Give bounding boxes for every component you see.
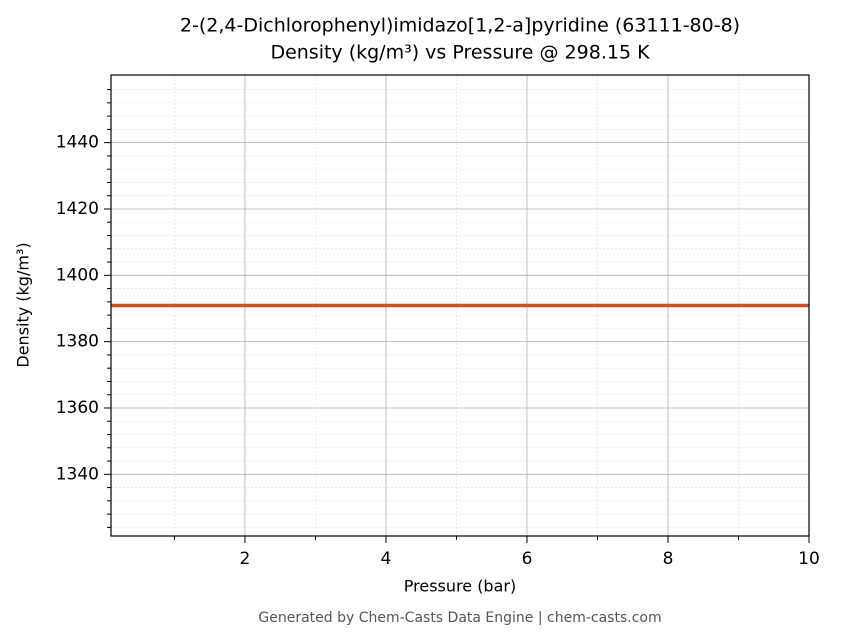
- plot-frame: [110, 74, 810, 537]
- footer: Generated by Chem-Casts Data Engine | ch…: [258, 610, 661, 626]
- x-tick-label: 4: [381, 549, 392, 569]
- x-tick-label: 8: [663, 549, 674, 569]
- x-tick-label: 6: [522, 549, 533, 569]
- x-tick-label: 10: [798, 549, 820, 569]
- x-axis-label: Pressure (bar): [404, 577, 516, 596]
- y-tick-label: 1360: [56, 398, 99, 418]
- y-tick-label: 1380: [56, 332, 99, 352]
- x-tick-label: 2: [240, 549, 251, 569]
- chart-title: 2-(2,4-Dichlorophenyl)imidazo[1,2-a]pyri…: [180, 15, 740, 37]
- y-tick-label: 1340: [56, 464, 99, 484]
- y-axis-label: Density (kg/m³): [14, 242, 33, 367]
- y-tick-label: 1420: [56, 199, 99, 219]
- y-tick-label: 1440: [56, 133, 99, 153]
- y-tick-label: 1400: [56, 265, 99, 285]
- chart-subtitle: Density (kg/m³) vs Pressure @ 298.15 K: [270, 42, 650, 64]
